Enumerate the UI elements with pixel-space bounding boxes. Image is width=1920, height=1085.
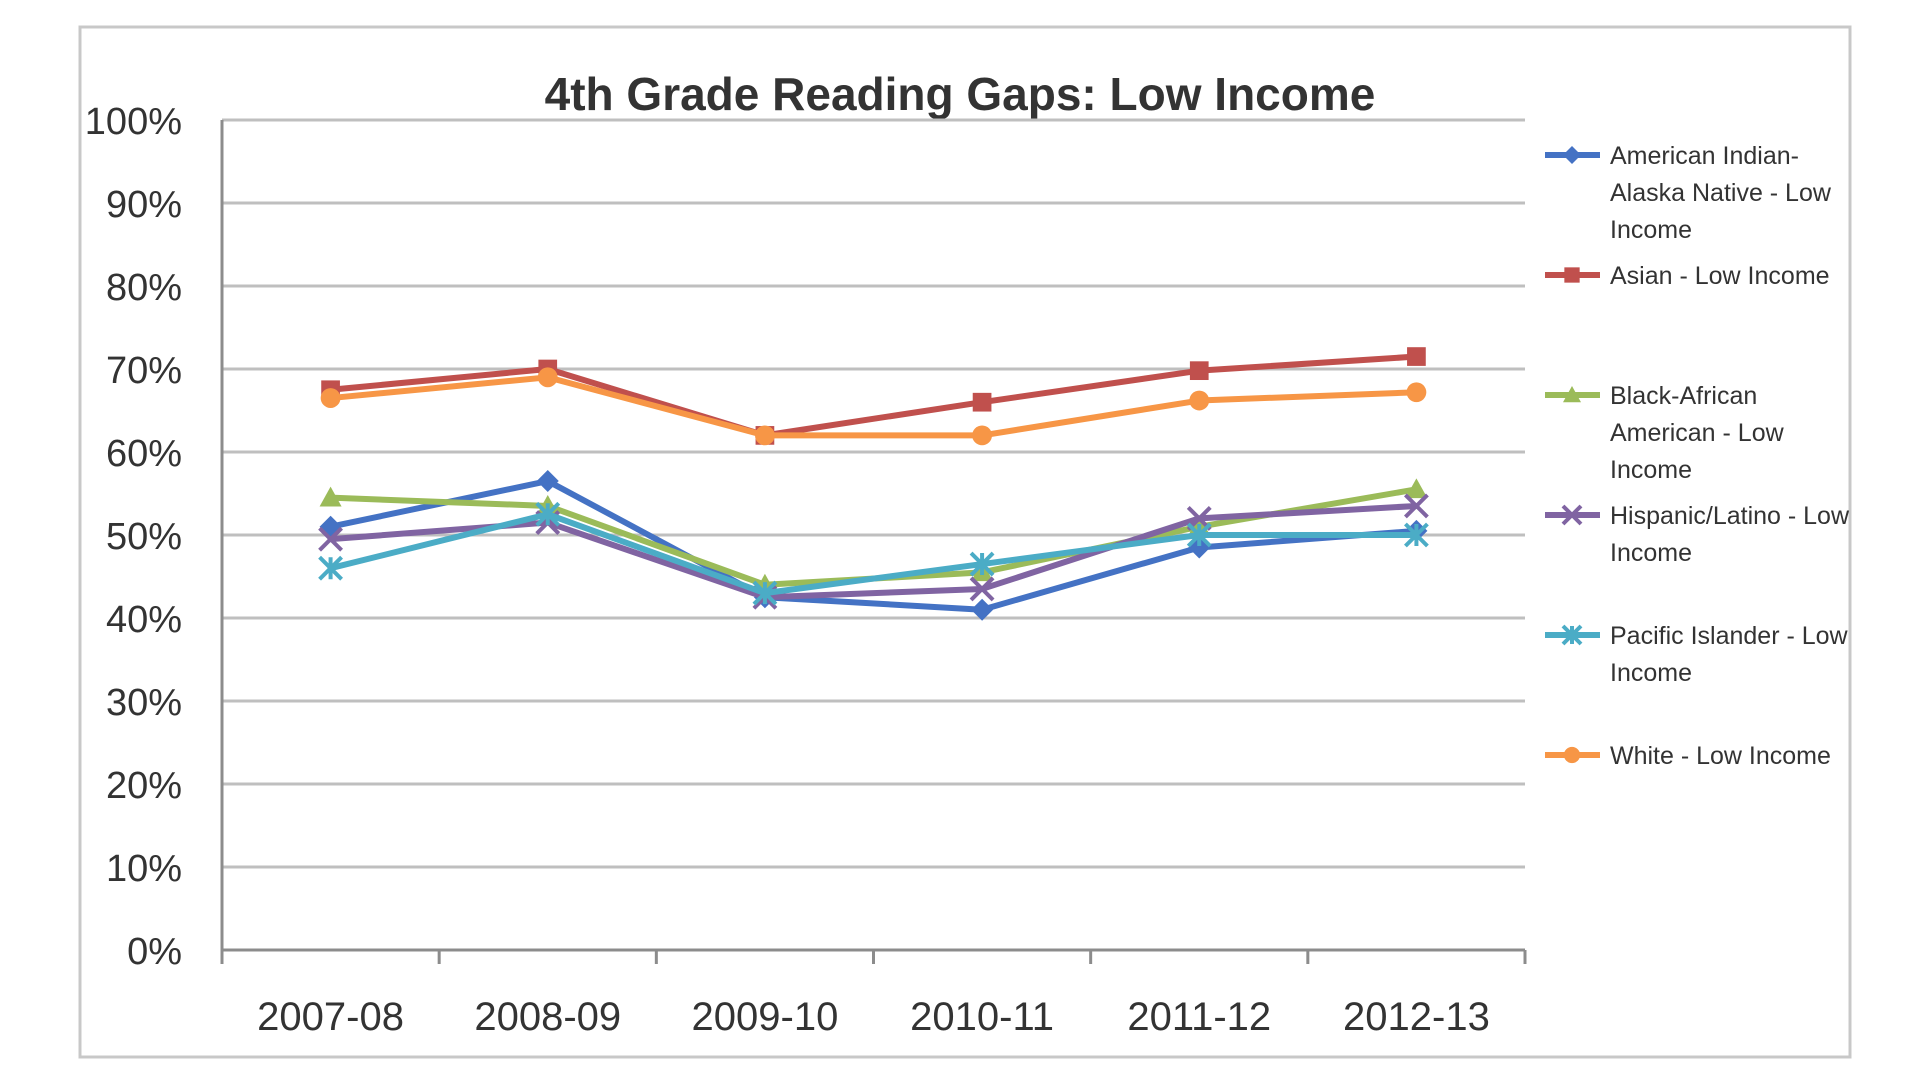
legend-label: Alaska Native - Low: [1610, 179, 1832, 207]
data-point: [1563, 386, 1581, 403]
data-point: [1189, 361, 1209, 381]
y-tick-label: 60%: [106, 433, 182, 475]
legend-label: Black-African: [1610, 382, 1757, 410]
legend-entry: American Indian- Alaska Native - Low Incom…: [1545, 142, 1832, 244]
legend-label: Hispanic/Latino - Low: [1610, 502, 1850, 530]
series-group: [318, 347, 1429, 621]
y-tick-label: 100%: [85, 101, 182, 143]
data-point: [1406, 382, 1427, 403]
data-point: [752, 580, 778, 606]
data-point: [969, 551, 995, 577]
data-point: [1564, 267, 1580, 283]
y-tick-label: 40%: [106, 599, 182, 641]
data-point: [972, 425, 992, 446]
series-line: [327, 511, 1420, 597]
y-tick-label: 50%: [106, 516, 182, 558]
series-line: [327, 353, 1420, 439]
legend-label: Income: [1610, 216, 1692, 244]
data-point: [319, 486, 342, 507]
data-point: [535, 501, 561, 527]
y-tick-label: 70%: [106, 350, 182, 392]
legend-entry: Hispanic/Latino - Low Income: [1545, 502, 1850, 567]
legend-entry: Pacific Islander - Low Income: [1545, 622, 1849, 687]
legend-label: American Indian-: [1610, 142, 1799, 170]
legend: American Indian- Alaska Native - Low Incom…: [1545, 142, 1850, 770]
chart-frame: [78, 25, 1852, 1059]
y-tick-label: 90%: [106, 184, 182, 226]
data-point: [972, 392, 992, 412]
legend-entry: Black-African American - Low Income: [1545, 382, 1785, 484]
series-line: [327, 478, 1420, 613]
legend-label: Asian - Low Income: [1610, 262, 1830, 290]
legend-label: Income: [1610, 539, 1692, 567]
data-point: [1563, 146, 1581, 164]
gridlines: [222, 118, 1525, 952]
x-tick-label: 2011-12: [1127, 995, 1271, 1039]
axes: 0% 10% 20% 30% 40% 50% 60% 70% 80% 90% 100% 2007-08…: [85, 101, 1527, 1039]
legend-label: Income: [1610, 456, 1692, 484]
y-tick-label: 0%: [127, 931, 182, 973]
data-point: [971, 598, 994, 621]
data-point: [320, 388, 341, 408]
data-point: [1405, 478, 1428, 499]
data-point: [1561, 624, 1583, 646]
chart-title: 4th Grade Reading Gaps: Low Income: [545, 68, 1376, 120]
data-point: [1189, 390, 1210, 411]
legend-label: American - Low: [1610, 419, 1785, 447]
x-tick-label: 2012-13: [1343, 995, 1490, 1039]
y-tick-label: 80%: [106, 267, 182, 309]
x-tick-label: 2010-11: [910, 995, 1054, 1039]
series-5: [320, 367, 1427, 446]
legend-entry: White - Low Income: [1545, 742, 1831, 770]
y-tick-label: 20%: [106, 765, 182, 807]
data-point: [1407, 347, 1426, 366]
data-point: [537, 367, 558, 388]
data-point: [755, 425, 775, 446]
y-tick-label: 10%: [106, 848, 182, 890]
data-point: [1561, 504, 1583, 526]
data-point: [1563, 746, 1581, 764]
series-line: [327, 374, 1420, 439]
legend-entry: Asian - Low Income: [1545, 262, 1830, 290]
data-point: [318, 555, 343, 581]
series-4: [318, 501, 1429, 606]
legend-label: Income: [1610, 659, 1692, 687]
x-tick-label: 2009-10: [692, 995, 839, 1039]
x-tick-label: 2007-08: [257, 995, 404, 1039]
data-point: [1404, 493, 1429, 519]
data-point: [1186, 522, 1212, 548]
data-point: [969, 576, 995, 602]
x-tick-label: 2008-09: [474, 995, 621, 1039]
y-tick-label: 30%: [106, 682, 182, 724]
data-point: [536, 470, 559, 493]
data-point: [1404, 522, 1429, 548]
legend-label: Pacific Islander - Low: [1610, 622, 1849, 650]
data-point: [318, 526, 343, 552]
legend-label: White - Low Income: [1610, 742, 1831, 770]
